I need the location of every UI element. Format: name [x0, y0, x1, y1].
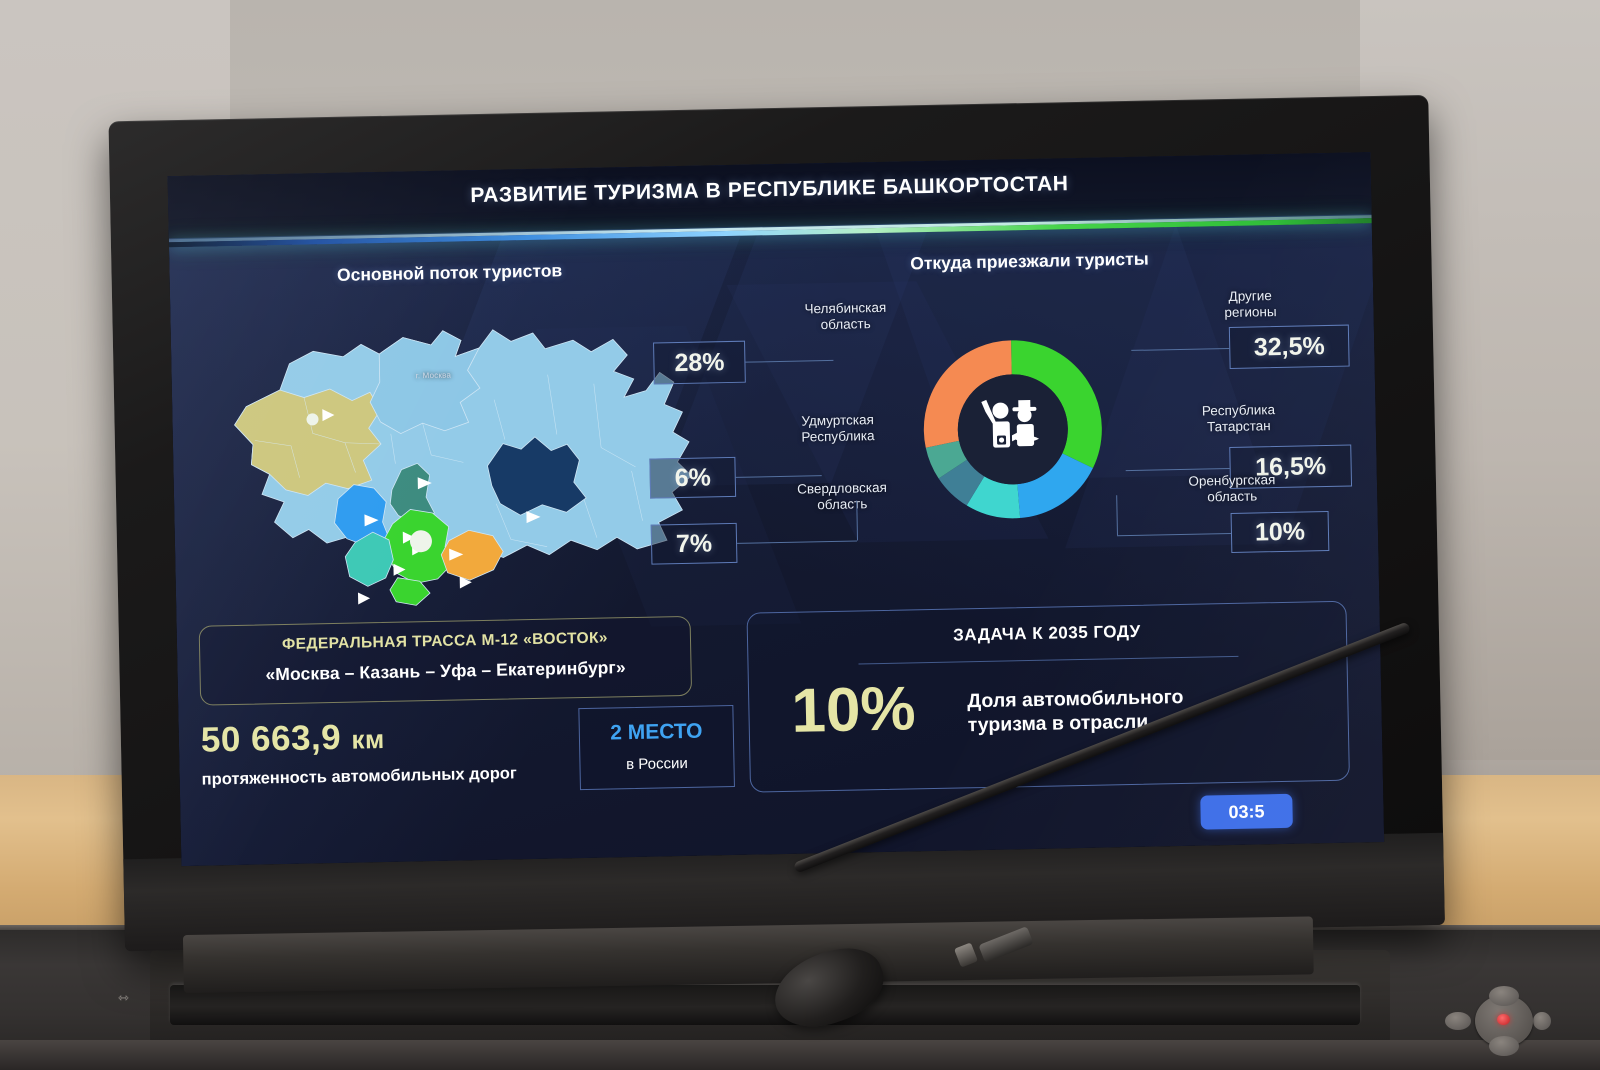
- status-led-indicator: [1497, 1014, 1510, 1025]
- desk-lower-shadow: [0, 1040, 1600, 1070]
- road-length-value: 50 663,9 км: [201, 717, 386, 761]
- callout-label-orenburg: Оренбургская область: [1188, 472, 1276, 505]
- gooseneck-microphone: [735, 621, 1455, 1045]
- rank-value: 2 МЕСТО: [609, 719, 703, 745]
- rank-scope: в России: [626, 754, 688, 774]
- monitor-screen: РАЗВИТИЕ ТУРИЗМА В РЕСПУБЛИКЕ БАШКОРТОСТ…: [167, 152, 1385, 867]
- road-length-number: 50 663,9: [200, 717, 342, 760]
- road-length-unit: км: [351, 723, 385, 755]
- desk-control-cluster[interactable]: [1445, 985, 1575, 1056]
- donut-segment-orenburg: [923, 340, 1102, 519]
- callout-value-udmurtia: 6%: [649, 456, 737, 499]
- microphone-collar: [978, 926, 1034, 963]
- callout-value-other: 32,5%: [1228, 324, 1350, 369]
- callout-value-orenburg: 10%: [1230, 511, 1330, 553]
- highway-title: ФЕДЕРАЛЬНАЯ ТРАССА М-12 «ВОСТОК»: [281, 629, 609, 654]
- goal-value: 10%: [790, 674, 917, 746]
- map-city-label-moscow: г. Москва: [415, 370, 452, 381]
- russia-tourist-flow-map: г. Москва: [192, 286, 708, 616]
- callout-value-sverdlovsk: 7%: [650, 522, 738, 565]
- national-rank-card: 2 МЕСТО в России: [578, 704, 735, 791]
- microphone-windscreen: [764, 935, 894, 1041]
- usb-port-icon: ⇿: [118, 990, 130, 1005]
- callout-value-chelyabinsk: 28%: [653, 340, 746, 385]
- callout-label-udmurtia: Удмуртская Республика: [801, 412, 875, 446]
- callout-label-chelyabinsk: Челябинская область: [804, 299, 887, 333]
- tourists-icon: [970, 390, 1055, 464]
- goal-title: ЗАДАЧА К 2035 ГОДУ: [952, 621, 1141, 645]
- presentation-monitor: РАЗВИТИЕ ТУРИЗМА В РЕСПУБЛИКЕ БАШКОРТОСТ…: [108, 94, 1445, 994]
- callout-label-sverdlovsk: Свердловская область: [797, 479, 887, 513]
- desk-cable-trough: [170, 985, 1360, 1025]
- callout-label-other: Другие регионы: [1224, 288, 1277, 321]
- federal-highway-card: ФЕДЕРАЛЬНАЯ ТРАССА М-12 «ВОСТОК» «Москва…: [198, 615, 693, 706]
- control-button-right[interactable]: [1533, 1012, 1551, 1030]
- callout-label-tatarstan: Республика Татарстан: [1201, 402, 1276, 435]
- donut-segment-chelyabinsk: [923, 340, 1102, 519]
- goal-divider: [858, 655, 1239, 665]
- presentation-slide: РАЗВИТИЕ ТУРИЗМА В РЕСПУБЛИКЕ БАШКОРТОСТ…: [167, 152, 1385, 867]
- control-button-left[interactable]: [1445, 1012, 1471, 1030]
- microphone-collar-ring: [953, 942, 979, 968]
- tourist-origin-donut-chart: [911, 327, 1115, 531]
- highway-route: «Москва – Казань – Уфа – Екатеринбург»: [265, 657, 626, 685]
